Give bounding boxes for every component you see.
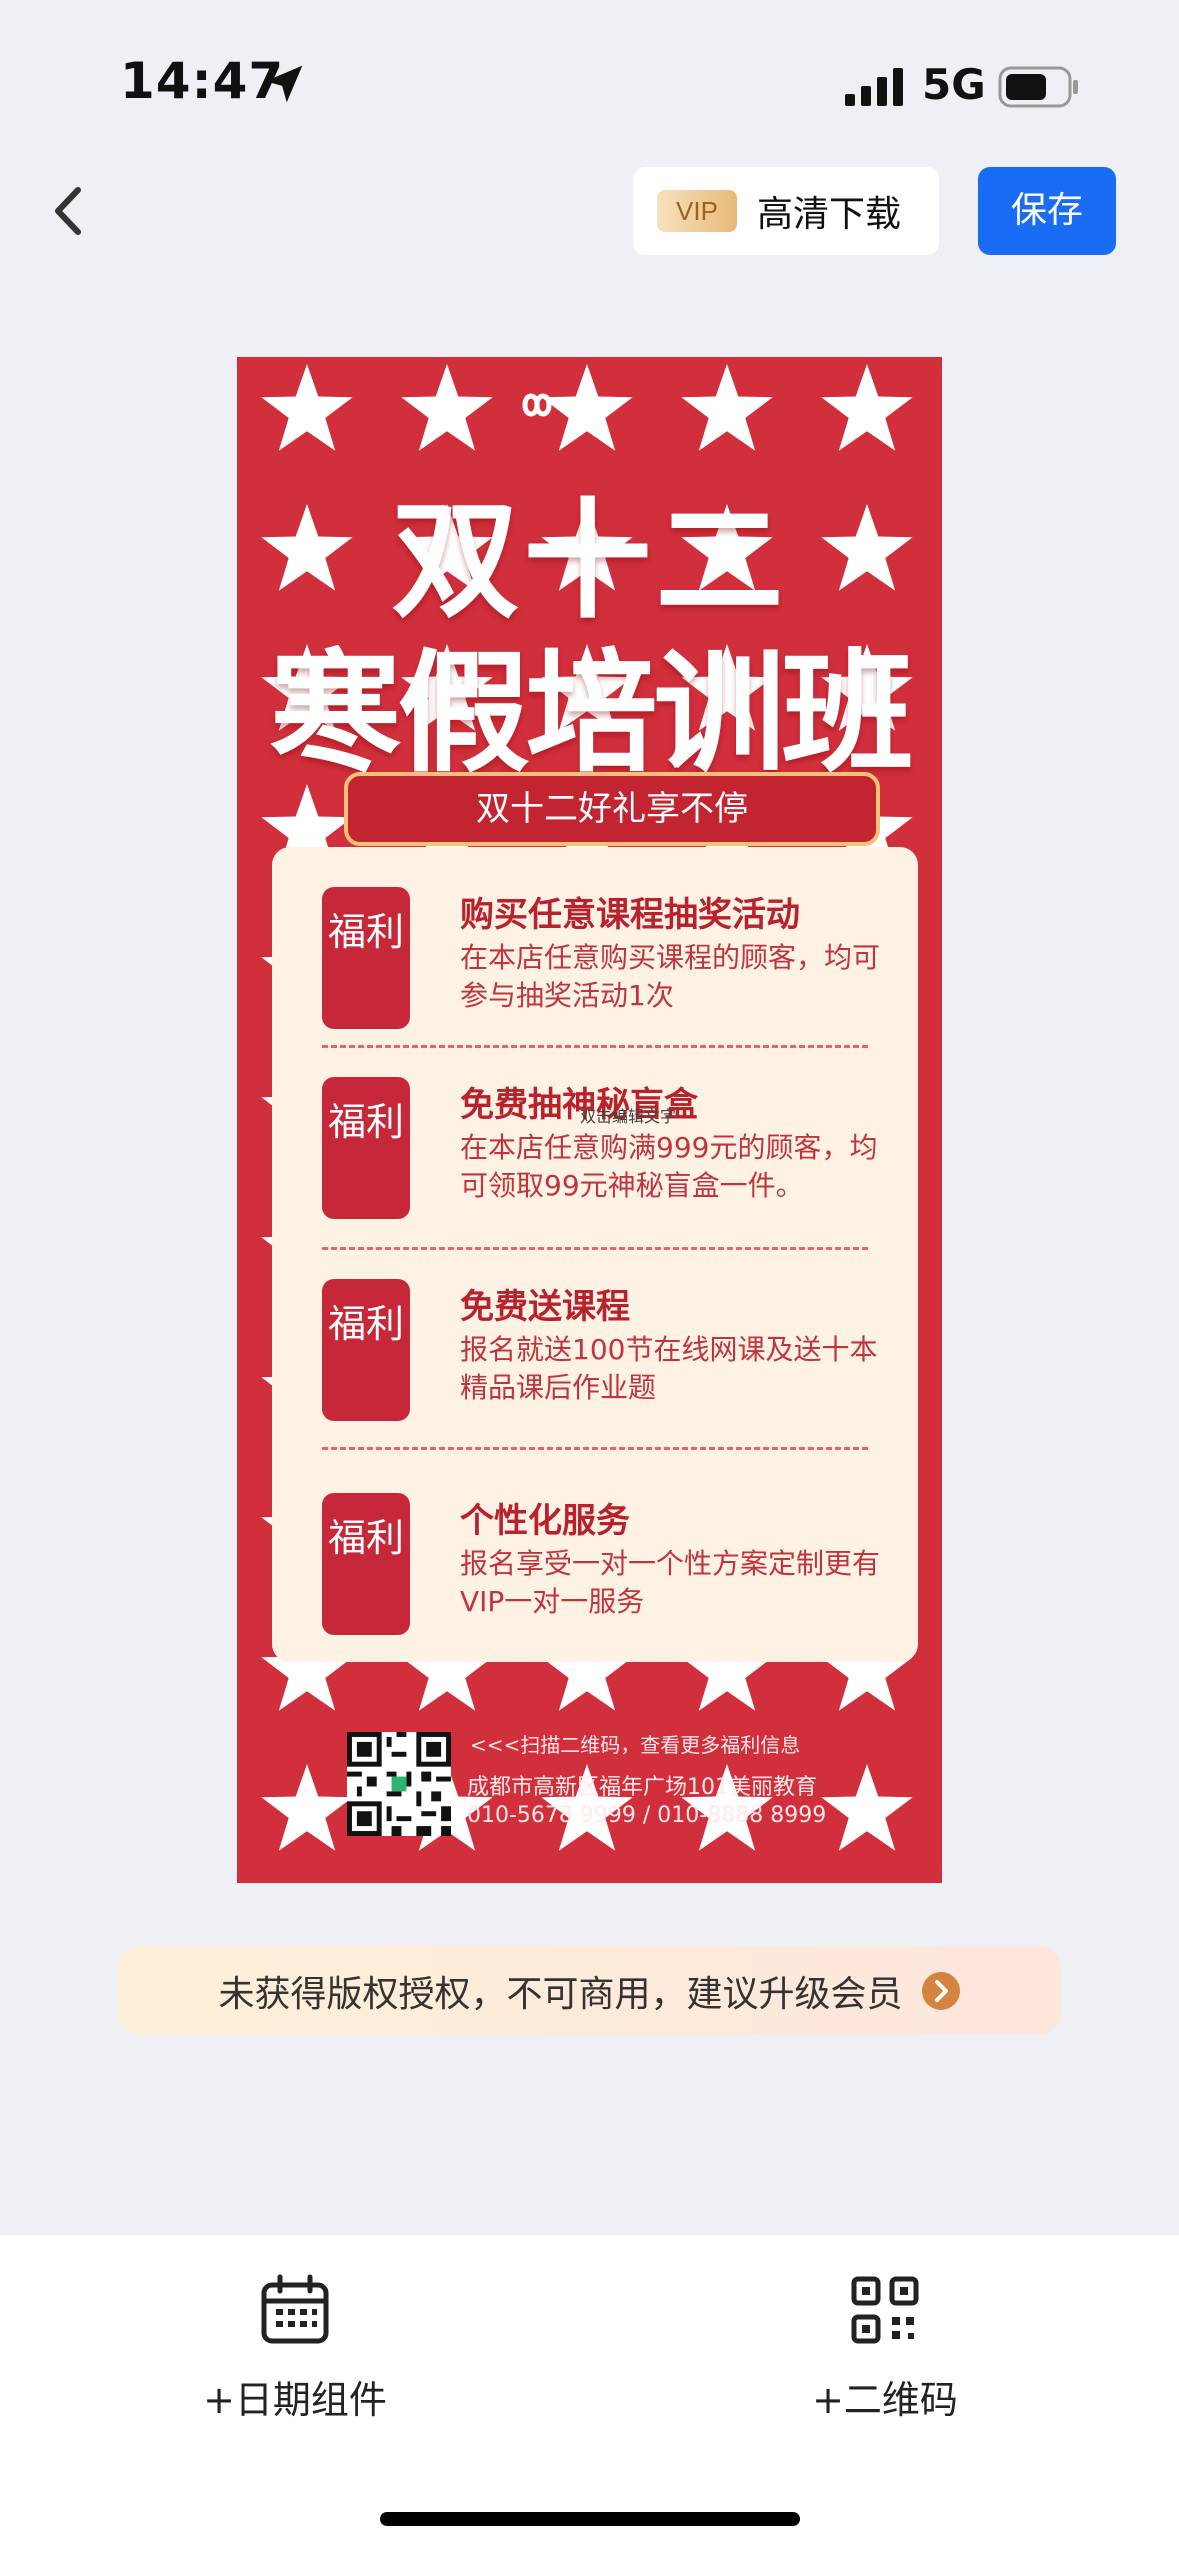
star-shape bbox=[261, 364, 353, 451]
edit-hint-tooltip: 双击编辑文字 bbox=[580, 1107, 677, 1126]
poster-logo-text: 秀 bbox=[569, 395, 599, 430]
copyright-upgrade-banner[interactable]: 未获得版权授权，不可商用，建议升级会员 bbox=[118, 1946, 1061, 2035]
status-time: 14:47 bbox=[120, 52, 285, 110]
benefit-desc: 报名享受一对一个性方案定制更有VIP一对一服务 bbox=[460, 1547, 881, 1618]
back-chevron-icon[interactable] bbox=[44, 178, 94, 244]
home-indicator bbox=[380, 2512, 800, 2526]
dashed-divider bbox=[322, 1247, 868, 1250]
poster-address: 成都市高新区福年广场101美丽教育 bbox=[467, 1775, 817, 1800]
star-shape bbox=[401, 364, 493, 451]
benefit-desc: 在本店任意购买课程的顾客，均可参与抽奖活动1次 bbox=[460, 941, 881, 1012]
add-date-label: +日期组件 bbox=[203, 2378, 387, 2422]
benefit-title: 个性化服务 bbox=[460, 1501, 630, 1541]
dashed-divider bbox=[322, 1045, 868, 1048]
star-shape bbox=[821, 1764, 913, 1851]
battery-icon bbox=[998, 66, 1078, 108]
qr-note: <<<扫描二维码，查看更多福利信息 bbox=[470, 1733, 801, 1757]
infinity-logo-icon bbox=[522, 393, 552, 417]
vip-badge: VIP bbox=[657, 190, 737, 232]
poster-logo: 秀 bbox=[513, 385, 673, 431]
star-shape bbox=[681, 364, 773, 451]
network-type: 5G bbox=[922, 60, 986, 109]
star-shape bbox=[261, 1764, 353, 1851]
copyright-text: 未获得版权授权，不可商用，建议升级会员 bbox=[218, 1973, 903, 2015]
poster-canvas[interactable]: 秀 双十二 寒假培训班 双十二好礼享不停 福利 购买任意课程抽奖活动 在本店任意… bbox=[237, 357, 942, 1883]
calendar-icon bbox=[261, 2274, 329, 2344]
benefit-desc: 报名就送100节在线网课及送十本精品课后作业题 bbox=[460, 1333, 878, 1404]
poster-title-line1[interactable]: 双十二 bbox=[391, 487, 788, 636]
benefit-title: 购买任意课程抽奖活动 bbox=[460, 895, 800, 935]
cellular-signal-icon bbox=[845, 68, 903, 106]
benefit-title: 免费送课程 bbox=[460, 1287, 630, 1327]
save-button[interactable]: 保存 bbox=[978, 167, 1116, 255]
bottom-toolbar: +日期组件 +二维码 bbox=[0, 2235, 1179, 2556]
location-arrow-icon bbox=[265, 65, 303, 103]
poster-phone: 010-5678 9999 / 010-8888 8999 bbox=[467, 1803, 827, 1828]
star-shape bbox=[821, 364, 913, 451]
poster-subtitle[interactable]: 双十二好礼享不停 bbox=[344, 772, 880, 846]
add-qr-code-button[interactable]: +二维码 bbox=[735, 2273, 1035, 2433]
hd-download-button[interactable]: VIP 高清下载 bbox=[633, 167, 939, 255]
dashed-divider bbox=[322, 1447, 868, 1450]
benefit-title: 免费抽神秘盲盒 bbox=[460, 1085, 698, 1125]
add-qr-label: +二维码 bbox=[812, 2378, 958, 2422]
qr-code-icon bbox=[851, 2276, 919, 2344]
benefit-card: 福利 购买任意课程抽奖活动 在本店任意购买课程的顾客，均可参与抽奖活动1次 福利… bbox=[272, 847, 918, 1662]
benefit-badge: 福利 bbox=[322, 1279, 410, 1421]
add-date-component-button[interactable]: +日期组件 bbox=[145, 2273, 445, 2433]
benefit-badge: 福利 bbox=[322, 1493, 410, 1635]
qr-code-image[interactable] bbox=[347, 1732, 451, 1836]
poster-title-line2[interactable]: 寒假培训班 bbox=[269, 637, 914, 791]
benefit-desc: 在本店任意购满999元的顾客，均可领取99元神秘盲盒一件。 bbox=[460, 1131, 878, 1202]
benefit-badge: 福利 bbox=[322, 887, 410, 1029]
hd-download-label: 高清下载 bbox=[757, 194, 902, 235]
benefit-badge: 福利 bbox=[322, 1077, 410, 1219]
status-bar: 14:47 5G bbox=[0, 0, 1179, 150]
chevron-right-circle-icon bbox=[921, 1971, 960, 2010]
